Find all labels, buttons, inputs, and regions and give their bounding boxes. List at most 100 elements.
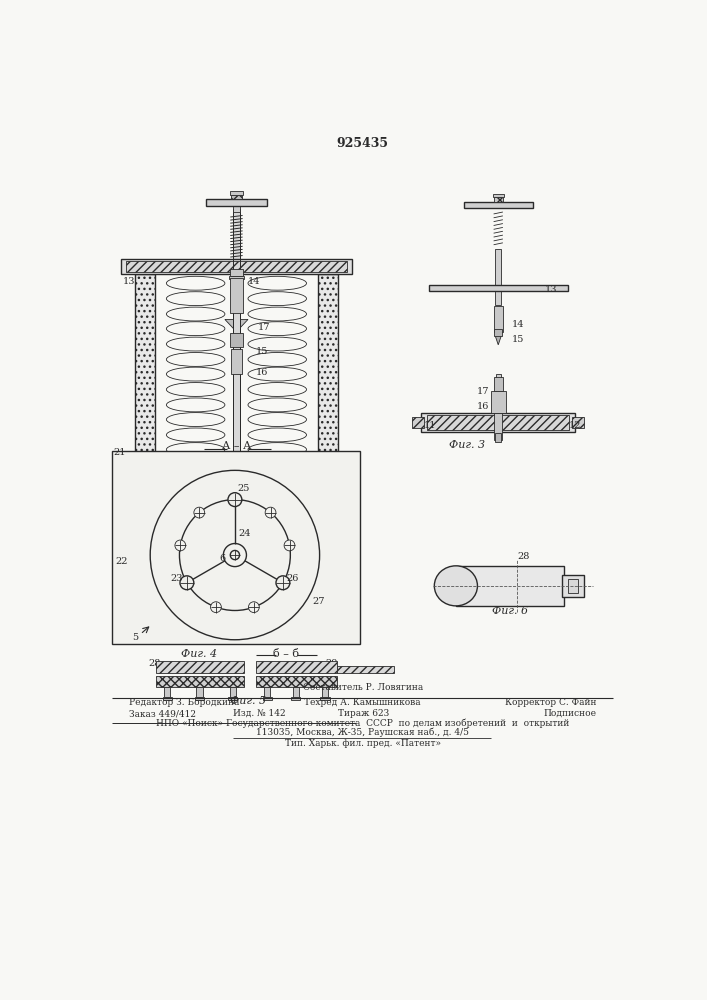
Text: 13: 13 xyxy=(544,285,557,294)
Text: 13: 13 xyxy=(122,277,135,286)
Polygon shape xyxy=(495,336,501,345)
Bar xyxy=(494,413,502,440)
Polygon shape xyxy=(225,319,248,332)
Bar xyxy=(156,661,244,673)
Bar xyxy=(230,191,243,195)
Bar xyxy=(121,459,352,476)
Bar xyxy=(464,202,533,208)
Bar xyxy=(135,274,155,459)
Text: 23: 23 xyxy=(170,574,182,583)
Bar xyxy=(329,476,346,490)
Bar xyxy=(127,476,144,490)
Text: Редактор З. Бородкина: Редактор З. Бородкина xyxy=(129,698,239,707)
Bar xyxy=(495,433,501,442)
Bar xyxy=(135,274,155,459)
Bar xyxy=(231,195,242,199)
Bar xyxy=(291,697,300,700)
Bar xyxy=(231,349,242,374)
Bar xyxy=(562,575,584,597)
Text: Заказ 449/412: Заказ 449/412 xyxy=(129,709,196,718)
Bar xyxy=(493,197,503,202)
Text: б – б: б – б xyxy=(274,649,300,659)
Text: А – А: А – А xyxy=(222,441,251,451)
Bar xyxy=(233,206,240,212)
Bar xyxy=(456,566,563,606)
Bar xyxy=(493,194,503,197)
Text: НПО «Поиск» Государственного комитета  СССР  по делам изобретений  и  открытий: НПО «Поиск» Государственного комитета СС… xyxy=(156,719,569,728)
Bar xyxy=(429,285,568,291)
Bar xyxy=(318,274,338,459)
Text: Корректор С. Файн: Корректор С. Файн xyxy=(506,698,597,707)
Text: 17: 17 xyxy=(477,387,489,396)
Bar xyxy=(491,391,506,413)
Text: Тип. Харьк. фил. пред. «Патент»: Тип. Харьк. фил. пред. «Патент» xyxy=(285,739,440,748)
Text: 5: 5 xyxy=(132,633,139,642)
Ellipse shape xyxy=(230,550,240,560)
Text: Фиг. 3: Фиг. 3 xyxy=(450,440,486,450)
Text: Фиг. 6: Фиг. 6 xyxy=(492,606,528,616)
Text: 11: 11 xyxy=(423,421,436,430)
Bar xyxy=(262,697,272,700)
Text: 16: 16 xyxy=(256,368,268,377)
Bar xyxy=(495,249,501,305)
Bar xyxy=(421,413,575,432)
Text: 12: 12 xyxy=(569,421,582,430)
Bar xyxy=(206,199,267,206)
Text: Техред А. Камышникова: Техред А. Камышникова xyxy=(305,698,421,707)
Bar xyxy=(228,697,238,700)
Bar xyxy=(264,687,270,697)
Ellipse shape xyxy=(265,507,276,518)
Text: 11: 11 xyxy=(132,466,144,475)
Bar xyxy=(496,374,501,432)
Ellipse shape xyxy=(276,576,290,590)
Ellipse shape xyxy=(175,540,186,551)
Text: 15: 15 xyxy=(256,347,268,356)
Bar xyxy=(493,306,503,332)
Bar xyxy=(493,377,503,391)
Ellipse shape xyxy=(278,577,288,588)
Text: Изд. № 142: Изд. № 142 xyxy=(233,709,285,718)
Ellipse shape xyxy=(182,577,192,588)
Bar xyxy=(337,666,395,673)
Text: 21: 21 xyxy=(113,448,126,457)
Text: 27: 27 xyxy=(312,597,325,606)
Bar xyxy=(163,697,172,700)
Text: 28: 28 xyxy=(148,659,160,668)
Text: Фиг. 5: Фиг. 5 xyxy=(230,696,266,706)
Bar xyxy=(230,687,235,697)
Ellipse shape xyxy=(284,540,295,551)
Text: 14: 14 xyxy=(248,277,260,286)
Bar xyxy=(230,278,243,312)
Text: 17: 17 xyxy=(258,323,271,332)
Bar xyxy=(112,451,360,644)
Bar xyxy=(293,687,299,697)
Bar xyxy=(197,687,203,697)
Ellipse shape xyxy=(194,507,204,518)
Bar xyxy=(127,261,346,272)
Bar xyxy=(156,676,244,687)
Text: Фиг. 4: Фиг. 4 xyxy=(182,649,218,659)
Text: 26: 26 xyxy=(287,574,299,583)
Bar xyxy=(428,415,569,430)
Bar xyxy=(572,417,585,428)
Bar xyxy=(229,276,244,279)
Bar xyxy=(494,329,502,336)
Text: 925435: 925435 xyxy=(337,137,389,150)
Text: 25: 25 xyxy=(238,484,250,493)
Ellipse shape xyxy=(230,494,240,505)
Bar xyxy=(322,687,328,697)
Bar xyxy=(318,274,338,459)
Bar xyxy=(320,697,329,700)
Ellipse shape xyxy=(180,576,194,590)
Text: 10: 10 xyxy=(117,464,129,473)
Text: Подписное: Подписное xyxy=(544,709,597,718)
Ellipse shape xyxy=(228,493,242,507)
Bar xyxy=(568,579,578,593)
Ellipse shape xyxy=(211,602,221,613)
Text: 22: 22 xyxy=(115,557,128,566)
Bar xyxy=(164,687,170,697)
Text: 15: 15 xyxy=(512,335,525,344)
Bar xyxy=(127,461,346,473)
Text: 16: 16 xyxy=(477,402,489,411)
Bar xyxy=(256,661,337,673)
